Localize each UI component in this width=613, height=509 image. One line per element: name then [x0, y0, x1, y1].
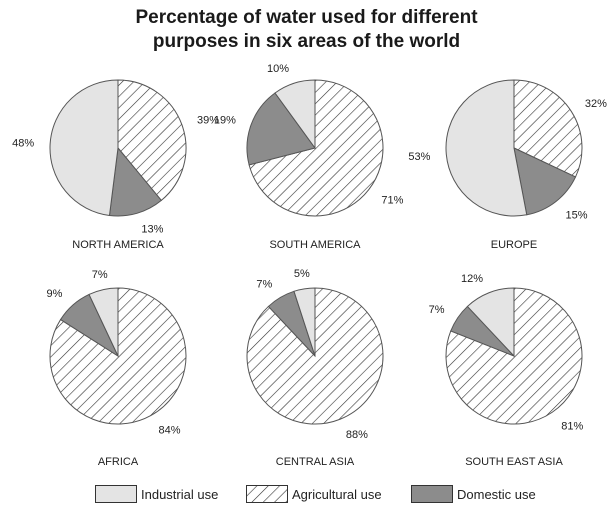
slice-label-south-america-domestic: 19%	[214, 115, 236, 127]
pie-title-europe: EUROPE	[491, 239, 537, 251]
pie-title-north-america: NORTH AMERICA	[72, 239, 164, 251]
slice-europe-industrial	[445, 79, 528, 217]
pie-africa: 84% 9% 7% AFRICA	[47, 269, 187, 468]
slice-label-europe-industrial: 53%	[408, 151, 430, 163]
slice-europe-domestic	[513, 147, 577, 216]
slice-north-america-domestic	[108, 146, 163, 217]
slice-label-africa-domestic: 9%	[47, 288, 63, 300]
slice-central-asia-industrial	[293, 287, 316, 357]
slice-south-east-asia-industrial	[466, 287, 515, 358]
slice-label-south-america-industrial: 10%	[267, 63, 289, 75]
chart-title-line-2: purposes in six areas of the world	[152, 31, 461, 52]
slice-south-america-domestic	[246, 92, 316, 166]
legend-label-domestic: Domestic use	[457, 486, 536, 502]
slice-label-south-america-agricultural: 71%	[381, 194, 403, 206]
slice-label-south-east-asia-domestic: 7%	[429, 304, 445, 316]
slice-label-north-america-agricultural: 39%	[197, 115, 219, 127]
legend-swatch-industrial	[95, 485, 137, 503]
slice-africa-industrial	[88, 287, 119, 357]
legend-item-agricultural: Agricultural use	[246, 484, 382, 504]
slice-label-central-asia-industrial: 5%	[294, 268, 310, 280]
slice-label-africa-agricultural: 84%	[158, 425, 180, 437]
pie-title-central-asia: CENTRAL ASIA	[276, 456, 355, 468]
slice-europe-agricultural	[513, 79, 583, 178]
slice-label-south-east-asia-industrial: 12%	[461, 273, 483, 285]
chart-title-line-1: Percentage of water used for different	[135, 7, 478, 28]
legend-item-industrial: Industrial use	[95, 484, 218, 504]
slice-label-north-america-industrial: 48%	[12, 138, 34, 150]
slice-label-europe-domestic: 15%	[565, 209, 587, 221]
slice-north-america-industrial	[49, 79, 119, 217]
slice-south-america-industrial	[274, 79, 316, 150]
pie-europe: 32% 15% 53% EUROPE	[408, 79, 607, 251]
legend-swatch-domestic	[411, 485, 453, 503]
legend: Industrial use Agricultural use Domestic…	[0, 484, 613, 508]
slice-south-east-asia-agricultural	[445, 287, 583, 425]
slice-label-africa-industrial: 7%	[92, 269, 108, 281]
slice-label-north-america-domestic: 13%	[141, 224, 163, 236]
pie-title-africa: AFRICA	[98, 456, 139, 468]
pie-title-south-america: SOUTH AMERICA	[269, 239, 361, 251]
pie-south-america: 71% 19% 10% SOUTH AMERICA	[214, 63, 404, 251]
slice-label-central-asia-domestic: 7%	[256, 279, 272, 291]
slice-north-america-agricultural	[117, 79, 187, 202]
legend-swatch-agricultural	[246, 485, 288, 503]
slice-label-europe-agricultural: 32%	[585, 98, 607, 110]
chart-title: Percentage of water used for different p…	[0, 6, 613, 54]
legend-item-domestic: Domestic use	[411, 484, 536, 504]
pie-north-america: 39% 13% 48% NORTH AMERICA	[12, 79, 219, 251]
legend-label-agricultural: Agricultural use	[292, 486, 382, 502]
slice-label-central-asia-agricultural: 88%	[346, 429, 368, 441]
pie-central-asia: 88% 7% 5% CENTRAL ASIA	[246, 268, 384, 468]
slice-south-america-agricultural	[248, 79, 384, 217]
slice-label-south-east-asia-agricultural: 81%	[561, 420, 583, 432]
legend-label-industrial: Industrial use	[141, 486, 219, 502]
pie-south-east-asia: 81% 7% 12% SOUTH EAST ASIA	[429, 273, 584, 468]
pie-title-south-east-asia: SOUTH EAST ASIA	[465, 456, 563, 468]
